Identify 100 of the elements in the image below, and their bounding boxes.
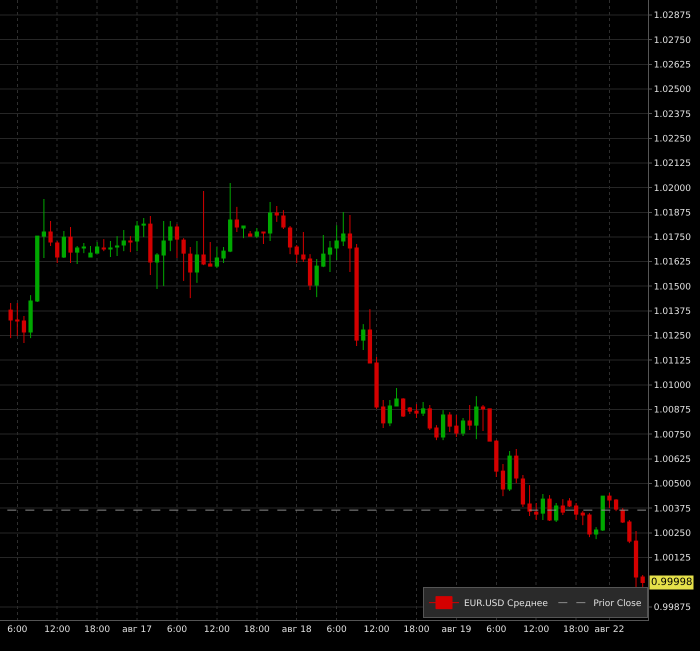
candlestick <box>55 240 60 264</box>
y-tick-label: 1.01500 <box>654 282 692 292</box>
x-tick-label: авг 19 <box>441 624 472 635</box>
legend-label: EUR.USD Среднее <box>464 599 548 610</box>
y-tick-label: 1.02250 <box>654 134 692 144</box>
y-tick-label: 1.00500 <box>654 480 692 490</box>
y-tick-label: 1.00625 <box>654 454 692 465</box>
candlestick <box>201 190 206 266</box>
candlestick <box>500 463 506 497</box>
candlestick <box>368 308 372 364</box>
candlestick <box>421 402 426 417</box>
candlestick <box>348 214 352 273</box>
y-tick-label: 1.01625 <box>654 258 692 268</box>
x-tick-label: 6:00 <box>166 624 188 635</box>
y-tick-label: 1.01000 <box>654 381 692 392</box>
x-tick-label: 6:00 <box>486 624 507 635</box>
candlestick <box>274 205 279 222</box>
candlestick <box>241 226 246 239</box>
x-tick-label: авг 22 <box>594 624 624 635</box>
candlestick <box>634 530 638 588</box>
candlestick <box>460 418 466 436</box>
candlestick <box>208 242 212 267</box>
candlestick <box>308 254 312 290</box>
candlestick <box>607 492 612 509</box>
candlestick <box>301 231 306 262</box>
candlestick <box>494 440 498 478</box>
candlestick <box>554 502 558 522</box>
candlestick <box>288 226 292 255</box>
candlestick <box>228 182 232 253</box>
candlestick <box>321 234 326 268</box>
candlestick <box>514 448 518 484</box>
candlestick <box>547 494 552 522</box>
candlestick <box>587 512 592 538</box>
candlestick <box>328 240 332 273</box>
candlestick <box>448 412 452 433</box>
y-tick-label: 1.02750 <box>654 36 692 46</box>
y-tick-label: 1.00875 <box>654 406 692 416</box>
y-tick-label: 0.99875 <box>654 602 692 613</box>
candlestick <box>142 217 146 238</box>
candlestick <box>341 212 346 246</box>
y-tick-label: 1.02625 <box>654 60 692 70</box>
text: 0.99998 <box>651 577 692 588</box>
candlestick <box>567 498 572 508</box>
candlestick <box>381 400 386 429</box>
x-tick-label: 18:00 <box>404 624 430 635</box>
candlestick <box>640 574 645 588</box>
candlestick <box>474 396 478 440</box>
candlestick <box>95 242 100 254</box>
candlestick <box>35 236 40 303</box>
candlestick <box>454 414 459 438</box>
candlestick <box>428 404 432 431</box>
candlestick <box>88 245 93 258</box>
candlestick <box>214 246 220 269</box>
candlestick <box>560 498 565 516</box>
candlestick <box>248 230 252 237</box>
y-tick-label: 1.00750 <box>654 430 692 440</box>
candlestick <box>314 258 319 298</box>
candlestick <box>520 474 526 508</box>
x-tick-label: 18:00 <box>244 624 270 635</box>
x-tick-label: 18:00 <box>84 624 110 635</box>
y-tick-label: 1.00250 <box>654 528 692 539</box>
x-tick-label: 12:00 <box>204 624 230 635</box>
y-tick-label: 1.00375 <box>654 504 692 514</box>
candlestick <box>15 302 20 336</box>
candlestick <box>434 424 439 441</box>
candlestick <box>261 231 266 245</box>
y-tick-label: 1.02875 <box>654 11 692 22</box>
candlestick <box>75 245 80 264</box>
candlestick <box>62 230 66 259</box>
y-tick-label: 1.02125 <box>654 159 692 170</box>
candlestick <box>268 202 272 242</box>
candlestick <box>488 408 492 442</box>
candlestick <box>440 410 446 441</box>
candlestick <box>122 230 126 252</box>
candlestick <box>114 236 120 257</box>
candlestick <box>408 406 412 415</box>
legend-label: Prior Close <box>593 599 642 610</box>
x-tick-label: 12:00 <box>523 624 550 635</box>
candlestick <box>614 498 618 512</box>
x-tick-label: 6:00 <box>326 624 348 635</box>
candlestick <box>594 526 598 540</box>
x-tick-label: авг 18 <box>282 624 312 635</box>
candlestick <box>281 210 286 230</box>
candlestick <box>507 450 512 492</box>
candlestick <box>234 206 239 232</box>
y-tick-label: 1.01875 <box>654 208 692 218</box>
candlestick <box>128 236 133 253</box>
candlestick <box>361 324 366 350</box>
x-tick-label: авг 17 <box>122 624 152 635</box>
candlestick <box>414 404 419 418</box>
candlestick <box>354 244 359 346</box>
candlestick <box>254 228 259 239</box>
y-tick-label: 1.01750 <box>654 233 692 244</box>
candlestick <box>468 404 472 431</box>
candlestick <box>168 220 172 252</box>
candlestick <box>28 294 33 339</box>
candlestick <box>8 302 13 339</box>
candlestick <box>68 226 73 264</box>
candlestick <box>42 198 46 259</box>
y-tick-label: 1.00125 <box>654 554 692 564</box>
